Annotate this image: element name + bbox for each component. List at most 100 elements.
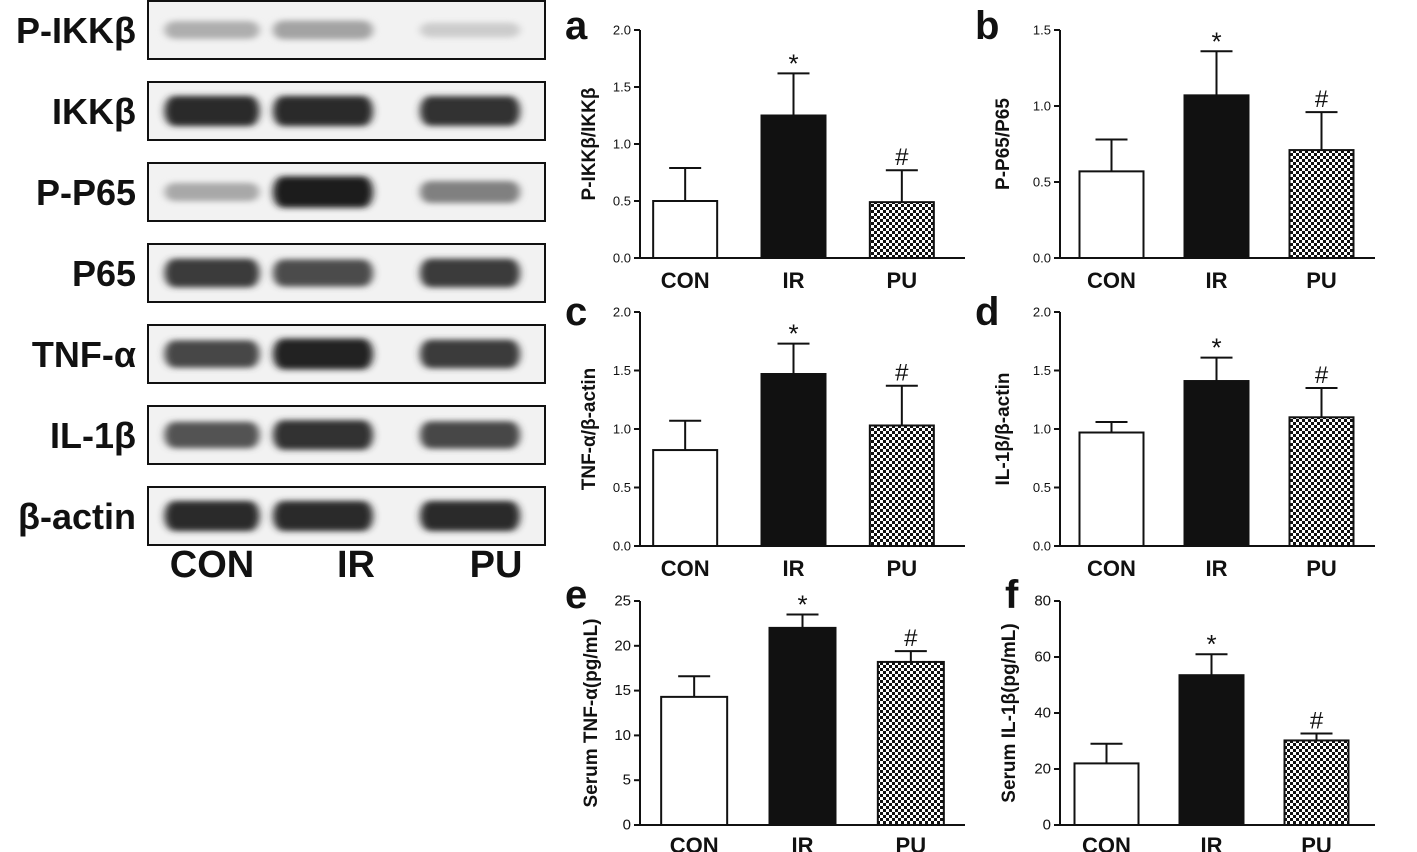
x-tick-label: CON bbox=[1082, 833, 1131, 852]
bar bbox=[660, 695, 729, 827]
blot-row: P-P65 bbox=[36, 162, 546, 222]
blot-band bbox=[420, 22, 520, 38]
blot-row: β-actin bbox=[18, 486, 546, 546]
bar bbox=[652, 449, 719, 547]
blot-lane-label: IR bbox=[337, 544, 375, 586]
panel-letter-a: a bbox=[565, 4, 588, 48]
y-tick-label: 20 bbox=[1034, 761, 1051, 778]
bar bbox=[1283, 739, 1350, 826]
y-axis-label: Serum IL-1β(pg/mL) bbox=[999, 623, 1020, 802]
chart-d-svg: 0.0 0.5 1.0 1.5 2.0 IL-1β/β-actin CON * IR # PU bbox=[993, 305, 1375, 581]
significance-hash: # bbox=[895, 144, 909, 171]
x-tick-label: IR bbox=[1206, 556, 1228, 581]
bar bbox=[652, 200, 719, 259]
y-axis-label: Serum TNF-α(pg/mL) bbox=[581, 619, 602, 808]
y-tick-label: 0.0 bbox=[1033, 251, 1051, 266]
blot-band bbox=[164, 182, 260, 202]
x-tick-label: PU bbox=[1306, 556, 1337, 581]
blot-band bbox=[273, 259, 373, 287]
blot-band bbox=[164, 258, 260, 288]
chart-panel-a: a 0.0 0.5 1.0 1.5 2.0 P-IKKβ/IKKβ CON * IR # PU bbox=[565, 0, 975, 300]
blot-band bbox=[420, 339, 520, 369]
panel-letter-e: e bbox=[565, 573, 588, 617]
bar bbox=[768, 626, 837, 826]
x-tick-label: PU bbox=[1306, 268, 1337, 293]
y-axis-label: IL-1β/β-actin bbox=[993, 373, 1014, 486]
y-tick-label: 1.5 bbox=[1033, 23, 1051, 38]
y-tick-label: 20 bbox=[614, 637, 631, 654]
significance-hash: # bbox=[1315, 362, 1329, 389]
x-tick-label: IR bbox=[1201, 833, 1223, 852]
y-tick-label: 1.5 bbox=[613, 363, 631, 378]
bar bbox=[1288, 149, 1355, 259]
y-tick-label: 10 bbox=[614, 727, 631, 744]
x-tick-label: IR bbox=[783, 556, 805, 581]
chart-c-svg: 0.0 0.5 1.0 1.5 2.0 TNF-α/β-actin CON * IR # PU bbox=[579, 305, 965, 581]
x-tick-label: CON bbox=[661, 556, 710, 581]
bar bbox=[1183, 94, 1250, 259]
bar bbox=[760, 114, 827, 259]
blot-band bbox=[164, 340, 260, 368]
x-tick-label: CON bbox=[1087, 556, 1136, 581]
y-axis-label: P-P65/P65 bbox=[993, 98, 1014, 190]
significance-hash: # bbox=[1315, 86, 1329, 113]
blot-row: P65 bbox=[72, 243, 546, 303]
blot-band bbox=[273, 500, 373, 532]
bar bbox=[1183, 380, 1250, 547]
blot-band bbox=[164, 421, 260, 449]
blot-row: IL-1β bbox=[50, 405, 546, 465]
y-tick-label: 0 bbox=[623, 817, 631, 834]
blot-row-label: TNF-α bbox=[32, 334, 136, 375]
y-tick-label: 0.0 bbox=[613, 251, 631, 266]
blot-lane-label: PU bbox=[470, 544, 523, 586]
blot-row: P-IKKβ bbox=[16, 0, 546, 60]
blot-band bbox=[273, 338, 373, 370]
blot-row: IKKβ bbox=[52, 81, 546, 141]
y-axis-label: TNF-α/β-actin bbox=[579, 368, 600, 491]
blot-band bbox=[164, 500, 260, 532]
blot-row-label: IL-1β bbox=[50, 415, 136, 456]
western-blot-panel: P-IKKβ IKKβ P-P65 P65 TNF-α IL-1β β-actin CON I… bbox=[16, 0, 546, 586]
chart-panel-b: b 0.0 0.5 1.0 1.5 P-P65/P65 CON * IR # PU bbox=[975, 0, 1395, 300]
y-axis-label: P-IKKβ/IKKβ bbox=[579, 88, 600, 201]
significance-star: * bbox=[788, 319, 798, 349]
blot-band bbox=[273, 176, 373, 208]
x-tick-label: IR bbox=[1206, 268, 1228, 293]
significance-star: * bbox=[1211, 26, 1221, 56]
x-tick-label: CON bbox=[661, 268, 710, 293]
y-tick-label: 60 bbox=[1034, 649, 1051, 666]
x-tick-label: IR bbox=[783, 268, 805, 293]
chart-panel-c: c 0.0 0.5 1.0 1.5 2.0 TNF-α/β-actin CON * IR # PU bbox=[565, 290, 975, 590]
significance-star: * bbox=[1211, 333, 1221, 363]
blot-row-label: β-actin bbox=[18, 496, 136, 537]
y-tick-label: 0.5 bbox=[613, 480, 631, 495]
chart-panel-f: f 0 20 40 60 80 Serum IL-1β(pg/mL) CON * IR # PU bbox=[975, 575, 1395, 852]
y-tick-label: 1.0 bbox=[613, 422, 631, 437]
blot-band bbox=[420, 96, 520, 126]
y-tick-label: 0.0 bbox=[613, 539, 631, 554]
y-tick-label: 2.0 bbox=[613, 305, 631, 320]
y-tick-label: 1.5 bbox=[1033, 363, 1051, 378]
chart-e-svg: 0 5 10 15 20 25 Serum TNF-α(pg/mL) CON * IR # PU bbox=[581, 589, 965, 852]
blot-row: TNF-α bbox=[32, 324, 546, 384]
y-tick-label: 5 bbox=[623, 772, 631, 789]
panel-letter-b: b bbox=[975, 4, 1000, 48]
significance-hash: # bbox=[1310, 707, 1324, 734]
chart-b-svg: 0.0 0.5 1.0 1.5 P-P65/P65 CON * IR # PU bbox=[993, 23, 1375, 293]
significance-star: * bbox=[797, 589, 807, 619]
y-tick-label: 1.0 bbox=[1033, 99, 1051, 114]
blot-row-label: P65 bbox=[72, 253, 136, 294]
panel-letter-c: c bbox=[565, 290, 588, 334]
significance-star: * bbox=[1206, 629, 1216, 659]
y-tick-label: 80 bbox=[1034, 593, 1051, 610]
bar bbox=[1078, 170, 1145, 259]
x-tick-label: PU bbox=[1301, 833, 1332, 852]
blot-band bbox=[273, 95, 373, 127]
y-tick-label: 0.0 bbox=[1033, 539, 1051, 554]
blot-band bbox=[420, 180, 520, 204]
bar bbox=[760, 373, 827, 548]
blot-band bbox=[420, 421, 520, 449]
y-tick-label: 2.0 bbox=[613, 23, 631, 38]
x-tick-label: CON bbox=[1087, 268, 1136, 293]
bar bbox=[1073, 762, 1140, 826]
